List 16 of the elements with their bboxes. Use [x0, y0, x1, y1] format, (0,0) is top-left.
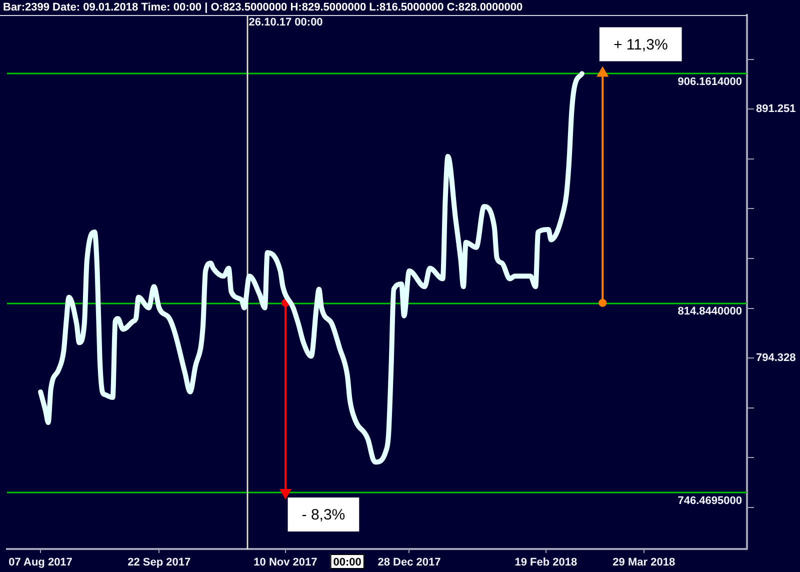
x-tick-label: 10 Nov 2017 [254, 556, 318, 569]
ref-line-label: 906.1614000 [678, 76, 742, 88]
x-tick-label: 29 Mar 2018 [612, 556, 676, 569]
x-tick-label: 07 Aug 2017 [8, 556, 72, 569]
x-tick-label: 22 Sep 2017 [128, 556, 191, 569]
y-tick-label: 891.251 [756, 103, 796, 116]
ref-line-label: 26.10.17 00:00 [248, 16, 323, 29]
annotation: + 11,3% [613, 36, 668, 54]
chart-title: Bar:2399 Date: 09.01.2018 Time: 00:00 | O:823.5000000 H:829.5000000 L:816.5000000 C:828.0000000 [3, 2, 523, 14]
x-tick-label: 28 Dec 2017 [378, 556, 441, 569]
x-tick-label: 19 Feb 2018 [514, 556, 578, 569]
ref-line-label: 746.4695000 [678, 494, 742, 507]
text: 00:00 [333, 556, 362, 569]
annotation: - 8,3% [302, 506, 346, 524]
y-tick-label: 794.328 [756, 352, 796, 364]
ref-line-label: 814.8440000 [678, 305, 742, 318]
